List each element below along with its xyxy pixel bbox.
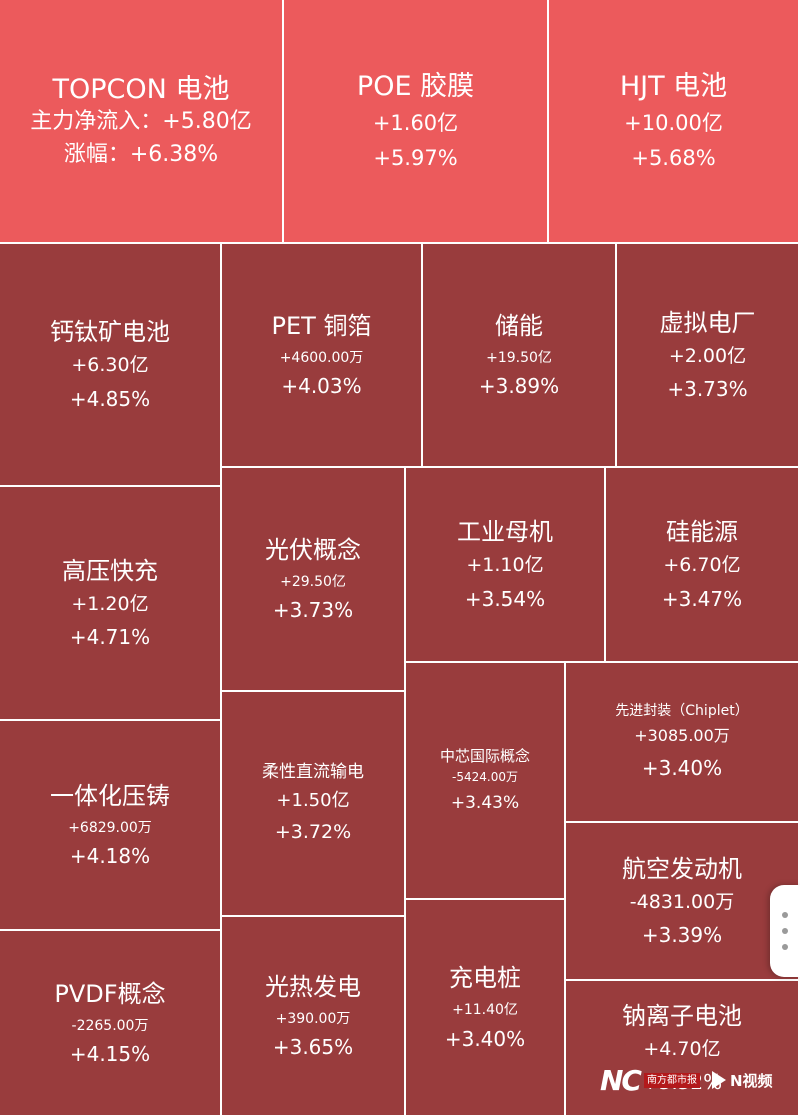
sector-tile[interactable]: 工业母机 +1.10亿 +3.54% — [406, 468, 606, 663]
change-percent: +5.97% — [373, 145, 458, 170]
sector-name: 钠离子电池 — [622, 1001, 742, 1030]
net-inflow: -5424.00万 — [452, 770, 518, 785]
change-percent: +3.65% — [272, 1035, 354, 1060]
sector-name: 柔性直流输电 — [262, 761, 364, 782]
sector-name: HJT 电池 — [619, 70, 728, 102]
sector-tile[interactable]: PET 铜箔 +4600.00万 +4.03% — [222, 244, 423, 468]
net-inflow: +1.10亿 — [466, 554, 544, 577]
sector-name: 钙钛矿电池 — [50, 318, 170, 347]
change-percent: +3.47% — [661, 586, 743, 611]
sector-tile[interactable]: 高压快充 +1.20亿 +4.71% — [0, 487, 222, 721]
sector-name: 虚拟电厂 — [659, 308, 756, 337]
sector-name: 一体化压铸 — [50, 781, 170, 810]
net-inflow: +19.50亿 — [486, 349, 552, 366]
change-percent: +5.68% — [631, 145, 716, 170]
change-percent: +3.40% — [641, 756, 723, 781]
handle-dot-icon — [782, 912, 788, 918]
sector-name: 硅能源 — [666, 518, 738, 547]
change-percent: +3.40% — [444, 1026, 526, 1051]
sector-name: 光热发电 — [265, 972, 361, 1001]
sector-tile[interactable]: TOPCON 电池主力净流入：+5.80亿 涨幅：+6.38% — [0, 0, 284, 244]
net-inflow: +11.40亿 — [452, 1002, 518, 1019]
net-inflow: -4831.00万 — [629, 890, 735, 913]
net-inflow: +3085.00万 — [634, 726, 730, 746]
sector-tile[interactable]: POE 胶膜 +1.60亿 +5.97% — [284, 0, 549, 244]
handle-dot-icon — [782, 944, 788, 950]
nc-logo: NC — [600, 1063, 642, 1097]
net-inflow: +4.70亿 — [643, 1037, 721, 1060]
handle-dot-icon — [782, 928, 788, 934]
net-inflow: 主力净流入：+5.80亿 — [30, 109, 252, 135]
sector-tile[interactable]: 中芯国际概念 -5424.00万 +3.43% — [406, 663, 566, 900]
change-percent: +4.15% — [69, 1042, 151, 1067]
sector-tile[interactable]: 硅能源 +6.70亿 +3.47% — [606, 468, 800, 663]
sector-name: 中芯国际概念 — [439, 747, 530, 766]
sector-tile[interactable]: HJT 电池 +10.00亿 +5.68% — [549, 0, 800, 244]
change-percent: +3.73% — [667, 377, 748, 402]
sector-name: 储能 — [495, 311, 543, 340]
change-percent: +4.71% — [69, 625, 151, 650]
net-inflow: +6.70亿 — [663, 554, 741, 577]
sector-name: 先进封装（Chiplet） — [615, 702, 749, 719]
sector-name: 高压快充 — [62, 556, 158, 585]
sector-tile[interactable]: 一体化压铸 +6829.00万 +4.18% — [0, 721, 222, 931]
sector-name: PVDF概念 — [54, 979, 166, 1008]
change-percent: +4.18% — [69, 844, 151, 869]
change-percent: +3.54% — [464, 586, 546, 611]
change-percent: +4.85% — [69, 386, 151, 411]
net-inflow: +6.30亿 — [71, 354, 149, 377]
change-percent: +3.89% — [478, 374, 560, 399]
watermark-sub: 南方都市报 — [643, 1072, 700, 1088]
change-percent: 涨幅：+6.38% — [63, 141, 219, 167]
net-inflow: +2.00亿 — [668, 344, 747, 367]
net-inflow: +1.60亿 — [372, 110, 459, 135]
watermark-video: N视频 — [729, 1071, 773, 1090]
change-percent: +3.43% — [450, 792, 520, 813]
sector-tile[interactable]: 虚拟电厂 +2.00亿 +3.73% — [617, 244, 800, 468]
sector-name: TOPCON 电池 — [52, 73, 230, 105]
sector-name: 航空发动机 — [622, 854, 742, 883]
net-inflow: +4600.00万 — [279, 349, 364, 366]
net-inflow: -2265.00万 — [71, 1017, 149, 1034]
net-inflow: +390.00万 — [275, 1010, 351, 1027]
sector-tile[interactable]: 钙钛矿电池 +6.30亿 +4.85% — [0, 244, 222, 487]
net-inflow: +6829.00万 — [68, 819, 152, 836]
sector-tile[interactable]: 钠离子电池+4.70亿+3.32% — [566, 981, 800, 1117]
sector-tile[interactable]: 柔性直流输电 +1.50亿 +3.72% — [222, 692, 406, 917]
watermark: NC 南方都市报 N视频 — [600, 1062, 790, 1098]
sector-name: PET 铜箔 — [271, 311, 372, 340]
sector-name: 充电桩 — [449, 964, 521, 993]
sector-tile[interactable]: 充电桩 +11.40亿 +3.40% — [406, 900, 566, 1117]
change-percent: +3.72% — [274, 821, 352, 844]
sector-tile[interactable]: 光热发电 +390.00万 +3.65% — [222, 917, 406, 1117]
sector-name: POE 胶膜 — [356, 70, 475, 102]
sector-tile[interactable]: PVDF概念 -2265.00万 +4.15% — [0, 931, 222, 1117]
sector-tile[interactable]: 先进封装（Chiplet） +3085.00万 +3.40% — [566, 663, 800, 823]
net-inflow: +1.50亿 — [276, 790, 350, 812]
sector-tile[interactable]: 储能 +19.50亿 +3.89% — [423, 244, 617, 468]
sector-name: 工业母机 — [457, 518, 553, 547]
net-inflow: +10.00亿 — [624, 110, 723, 135]
sector-tile[interactable]: 光伏概念 +29.50亿 +3.73% — [222, 468, 406, 692]
change-percent: +3.39% — [641, 923, 723, 948]
side-handle[interactable] — [770, 885, 800, 977]
play-icon — [711, 1071, 726, 1089]
change-percent: +4.03% — [281, 374, 362, 399]
net-inflow: +1.20亿 — [71, 592, 149, 615]
sector-name: 光伏概念 — [265, 535, 361, 564]
net-inflow: +29.50亿 — [280, 573, 346, 590]
sector-tile[interactable]: 航空发动机 -4831.00万 +3.39% — [566, 823, 800, 981]
change-percent: +3.73% — [272, 598, 354, 623]
